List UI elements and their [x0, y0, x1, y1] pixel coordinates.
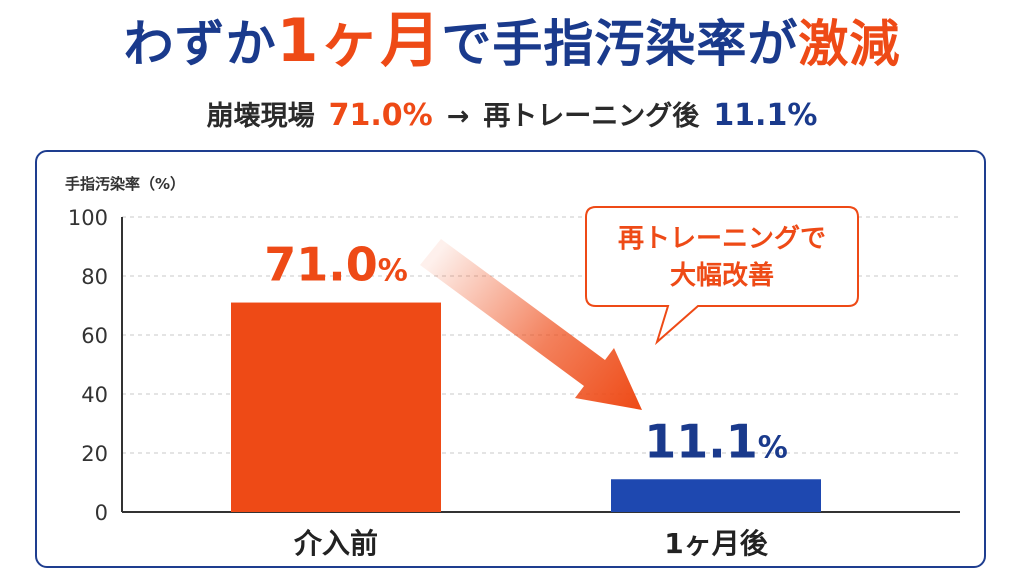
y-tick-label: 40: [81, 383, 108, 407]
x-category-label: 1ヶ月後: [664, 527, 768, 560]
y-tick-label: 60: [81, 324, 108, 348]
x-category-label: 介入前: [293, 527, 378, 560]
subline: 崩壊現場 71.0% → 再トレーニング後 11.1%: [0, 96, 1024, 137]
bar-2: [611, 479, 821, 512]
subline-label-before: 崩壊現場: [206, 101, 315, 132]
headline-part2: 1ヶ月: [276, 6, 442, 76]
callout-line2: 大幅改善: [670, 260, 774, 291]
subline-arrow: →: [446, 101, 470, 132]
callout-bubble: 再トレーニングで 大幅改善: [585, 206, 859, 346]
callout-line1: 再トレーニングで: [618, 224, 826, 254]
subline-value-after: 11.1%: [713, 98, 818, 133]
bar-value-label: 71.0%: [264, 238, 408, 292]
headline-part1: わずか: [123, 15, 277, 73]
callout-shape: [585, 206, 859, 346]
subline-value-before: 71.0%: [328, 98, 433, 133]
subline-label-after: 再トレーニング後: [483, 101, 700, 132]
y-tick-label: 80: [81, 265, 108, 289]
bar-value-label: 11.1%: [644, 414, 788, 468]
headline-part4: 激減: [798, 15, 901, 73]
headline: わずか1ヶ月で手指汚染率が激減: [0, 6, 1024, 79]
y-tick-label: 100: [68, 206, 108, 230]
trend-arrow: [420, 239, 642, 410]
chart-panel: [35, 150, 986, 568]
bars: 71.0% 介入前 11.1% 1ヶ月後: [231, 238, 821, 560]
y-axis-label: 手指汚染率（%）: [65, 175, 185, 193]
y-tick-label: 20: [81, 442, 108, 466]
trend-arrow-shape: [420, 239, 642, 410]
y-tick-label: 0: [95, 501, 108, 525]
headline-part3: で手指汚染率が: [441, 15, 799, 73]
bar-1: [231, 302, 441, 512]
y-tick-labels: 0 20 40 60 80 100: [68, 206, 108, 525]
